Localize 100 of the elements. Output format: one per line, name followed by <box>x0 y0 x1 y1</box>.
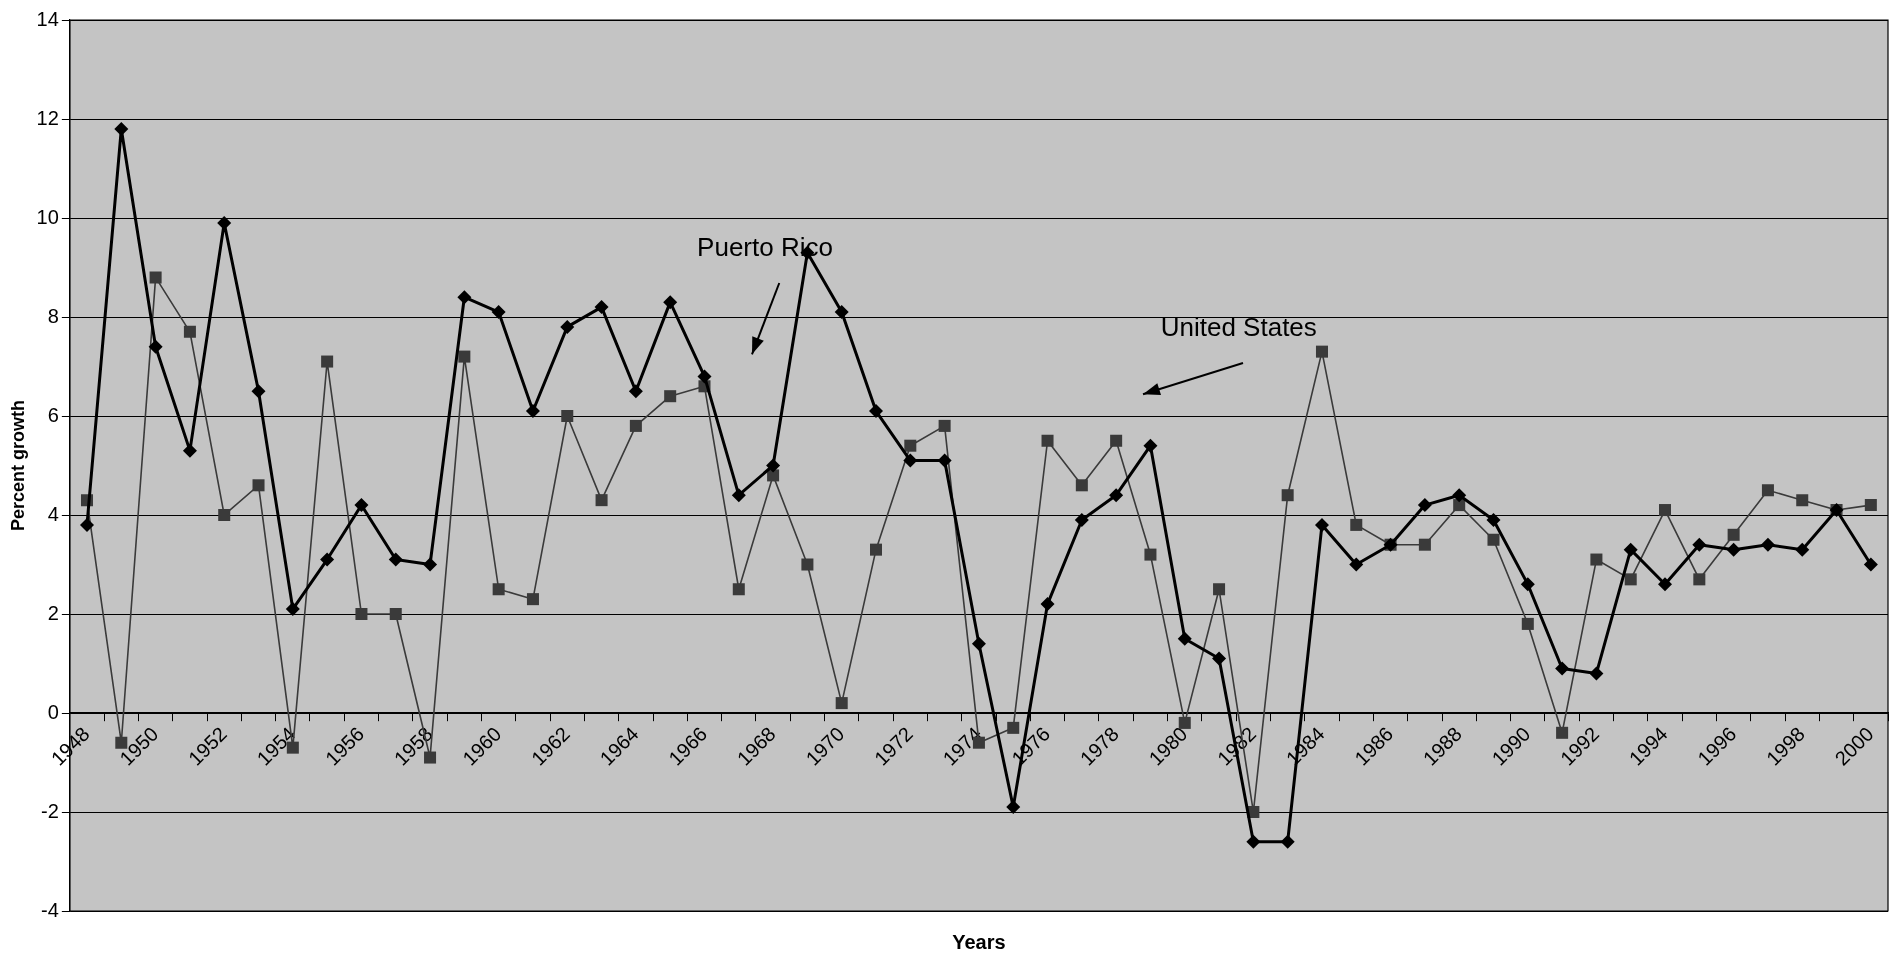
point <box>526 593 539 606</box>
point <box>835 697 848 710</box>
point <box>1726 542 1741 557</box>
point <box>1453 499 1466 512</box>
point <box>663 295 678 310</box>
y-tick-label: 2 <box>47 601 59 624</box>
point <box>218 508 231 522</box>
point <box>1350 518 1363 531</box>
point <box>1760 537 1775 552</box>
point <box>389 607 402 621</box>
point <box>971 636 986 651</box>
point <box>1418 538 1431 551</box>
point <box>1315 345 1328 358</box>
point <box>1487 533 1500 546</box>
point <box>1452 488 1467 503</box>
point <box>1041 434 1054 447</box>
point <box>1590 553 1603 566</box>
point <box>834 305 849 320</box>
point <box>1623 542 1638 557</box>
point <box>1417 498 1432 513</box>
point <box>252 479 265 492</box>
point <box>1040 597 1055 612</box>
point <box>251 384 266 399</box>
point <box>423 557 438 572</box>
point <box>149 271 162 284</box>
point <box>1349 557 1364 572</box>
point <box>870 543 883 556</box>
point <box>560 319 575 334</box>
point <box>1658 577 1673 592</box>
point <box>148 339 163 354</box>
y-tick-label: 14 <box>36 7 59 30</box>
point <box>285 602 300 617</box>
point <box>1796 494 1809 507</box>
point <box>1692 537 1707 552</box>
point <box>869 404 884 419</box>
point <box>937 453 952 468</box>
point <box>595 494 608 507</box>
point <box>1213 583 1226 596</box>
y-tick-label: 8 <box>47 304 59 327</box>
point <box>561 409 574 423</box>
point <box>1143 438 1158 453</box>
point <box>1589 666 1604 681</box>
point <box>1555 661 1570 676</box>
point <box>903 453 918 468</box>
point <box>1109 488 1124 503</box>
point <box>80 517 94 532</box>
y-tick-label: 12 <box>36 106 59 129</box>
point <box>594 300 609 315</box>
point <box>1144 548 1157 561</box>
point <box>731 488 746 503</box>
point <box>628 384 643 399</box>
point <box>457 290 472 305</box>
point <box>1864 499 1877 512</box>
point <box>732 583 745 596</box>
point <box>1486 512 1501 527</box>
point <box>1006 800 1021 815</box>
point <box>1761 484 1774 497</box>
point <box>697 369 712 384</box>
point <box>629 419 642 432</box>
x-axis-title: Years <box>952 930 1006 953</box>
point <box>388 552 403 567</box>
point <box>355 607 368 621</box>
point <box>1110 434 1123 447</box>
point <box>354 498 369 513</box>
point <box>217 215 232 230</box>
y-tick-label: -4 <box>41 898 59 921</box>
point <box>114 121 129 136</box>
point <box>1795 542 1810 557</box>
point <box>664 390 677 403</box>
y-tick-label: 6 <box>47 403 59 426</box>
point <box>525 404 540 419</box>
point <box>1863 557 1878 572</box>
point <box>320 552 335 567</box>
point <box>1075 479 1088 492</box>
point <box>1693 573 1706 586</box>
point <box>491 305 506 320</box>
point <box>1280 834 1295 849</box>
point <box>1727 528 1740 541</box>
point <box>183 325 196 338</box>
point <box>1074 512 1089 527</box>
y-axis-title: Percent growth <box>7 399 28 532</box>
series-label: United States <box>1160 312 1317 343</box>
point <box>458 350 471 363</box>
y-tick-label: -2 <box>41 799 59 822</box>
point <box>1624 573 1637 586</box>
point <box>1246 834 1261 849</box>
point <box>1178 716 1191 729</box>
point <box>1314 517 1329 532</box>
point <box>1521 617 1534 630</box>
point <box>938 419 951 432</box>
point <box>492 583 505 596</box>
point <box>766 458 781 473</box>
point <box>1177 631 1192 646</box>
y-tick-label: 0 <box>47 700 59 723</box>
point <box>1659 504 1672 517</box>
point <box>1281 489 1294 502</box>
y-tick-label: 10 <box>36 205 59 228</box>
point <box>1212 651 1227 666</box>
point <box>1520 577 1535 592</box>
point <box>321 355 334 368</box>
